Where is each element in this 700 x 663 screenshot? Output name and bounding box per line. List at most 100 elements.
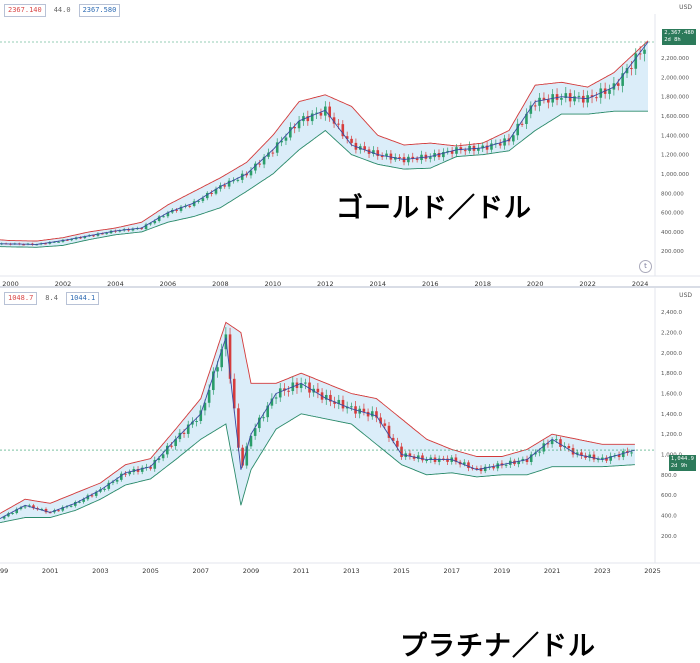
candle-body (92, 235, 95, 237)
x-tick-label: 2010 (265, 280, 282, 287)
x-tick-label: 2025 (644, 567, 661, 575)
candle-body (596, 459, 600, 461)
candle-body (162, 216, 165, 218)
candle-body (308, 382, 311, 393)
candle-body (329, 394, 332, 402)
gold-open-value: 2367.140 (4, 4, 46, 17)
candle-body (634, 53, 638, 69)
upper-band-line (0, 321, 635, 514)
candle-body (468, 145, 471, 151)
candle-body (23, 506, 27, 508)
candle-body (621, 73, 624, 86)
candle-body (153, 460, 157, 469)
candle-body (328, 106, 331, 118)
candle-body (44, 243, 47, 245)
candle-body (69, 505, 73, 507)
platinum-chart-svg[interactable]: 2,400.0 2,200.0 2,000.0 1,800.0 1,600.0 1,400… (0, 282, 700, 576)
plat-ohlc-readout: 1048.7 8.4 1044.1 (4, 292, 100, 305)
candle-body (237, 408, 240, 448)
candle-body (157, 216, 161, 221)
x-tick-label: 2007 (192, 567, 209, 575)
gold-chart-svg[interactable]: 2,200.000 2,000.000 1,800.000 1,600.000 1,40… (0, 0, 700, 288)
bollinger-band-fill (0, 40, 648, 248)
candle-body (490, 143, 493, 150)
candle-body (546, 443, 550, 445)
candle-body (592, 454, 596, 460)
candle-body (207, 390, 211, 403)
y-tick-label: 1,400.000 (661, 133, 689, 139)
candle-body (517, 460, 520, 465)
gold-chart-panel[interactable]: 2367.140 44.0 2367.580 USD 2,200.000 2,00… (0, 0, 700, 288)
candle-body (550, 440, 554, 445)
candle-body (249, 170, 253, 176)
candle-body (107, 482, 111, 489)
lower-band-line (0, 413, 635, 524)
y-tick-label: 1,200.000 (661, 153, 689, 159)
candle-body (82, 499, 85, 502)
y-tick-label: 2,000.0 (661, 351, 682, 357)
candle-body (140, 467, 144, 472)
y-tick-label: 600.000 (661, 211, 684, 217)
candle-body (425, 460, 428, 462)
candle-body (275, 142, 279, 153)
candle-body (471, 468, 474, 470)
candle-body (83, 236, 87, 239)
candle-body (428, 157, 432, 159)
plat-last-sub: 2d 9h (670, 463, 688, 469)
candle-body (333, 401, 336, 404)
candle-body (375, 411, 378, 418)
candle-body (407, 156, 410, 163)
candle-body (483, 466, 487, 472)
candle-body (149, 223, 152, 225)
candle-body (525, 113, 528, 125)
candle-body (590, 95, 594, 98)
upper-band-line (0, 40, 649, 242)
candle-body (175, 209, 178, 211)
candle-body (621, 451, 625, 458)
candle-body (179, 206, 183, 211)
candle-body (310, 113, 314, 122)
candle-body (337, 399, 341, 404)
candle-body (2, 516, 6, 519)
candle-body (387, 425, 391, 438)
candle-body (380, 156, 384, 158)
platinum-title: プラチナ／ドル (400, 631, 596, 662)
platinum-chart-panel[interactable]: 1048.7 8.4 1044.1 USD 2,400.0 2,200.0 2,00… (0, 282, 700, 662)
candle-body (643, 49, 646, 54)
candle-body (559, 439, 562, 447)
candle-body (267, 152, 270, 157)
x-tick-label: 2024 (632, 280, 649, 287)
candle-body (400, 446, 403, 458)
x-tick-label: 2001 (42, 567, 59, 575)
candle-body (581, 95, 585, 103)
gold-title: ゴールド／ドル (336, 193, 532, 224)
candle-body (389, 153, 393, 160)
candle-body (304, 382, 307, 384)
y-tick-label: 800.0 (661, 473, 677, 479)
candle-body (516, 123, 520, 136)
candle-body (446, 458, 449, 462)
candle-body (270, 398, 274, 406)
gold-change-value: 44.0 (50, 5, 74, 16)
candle-body (220, 349, 223, 368)
candle-body (638, 53, 642, 55)
candle-body (529, 105, 533, 114)
candle-body (383, 423, 387, 426)
candle-body (584, 455, 587, 458)
candle-body (201, 198, 205, 201)
x-tick-label: 2012 (317, 280, 334, 287)
x-tick-label: 2016 (422, 280, 439, 287)
candle-body (542, 443, 546, 452)
candle-body (245, 446, 249, 466)
y-tick-label: 400.0 (661, 514, 677, 520)
candle-body (571, 448, 575, 455)
candle-body (324, 106, 327, 116)
candle-body (170, 445, 173, 447)
plat-last-price-tag: 1,044.9 2d 9h (668, 455, 696, 471)
candle-body (534, 452, 537, 455)
y-tick-label: 2,400.0 (661, 310, 682, 316)
candle-body (459, 147, 463, 151)
plat-last-price: 1,044.9 (670, 456, 694, 462)
candle-body (111, 481, 115, 483)
x-tick-label: 2022 (579, 280, 596, 287)
